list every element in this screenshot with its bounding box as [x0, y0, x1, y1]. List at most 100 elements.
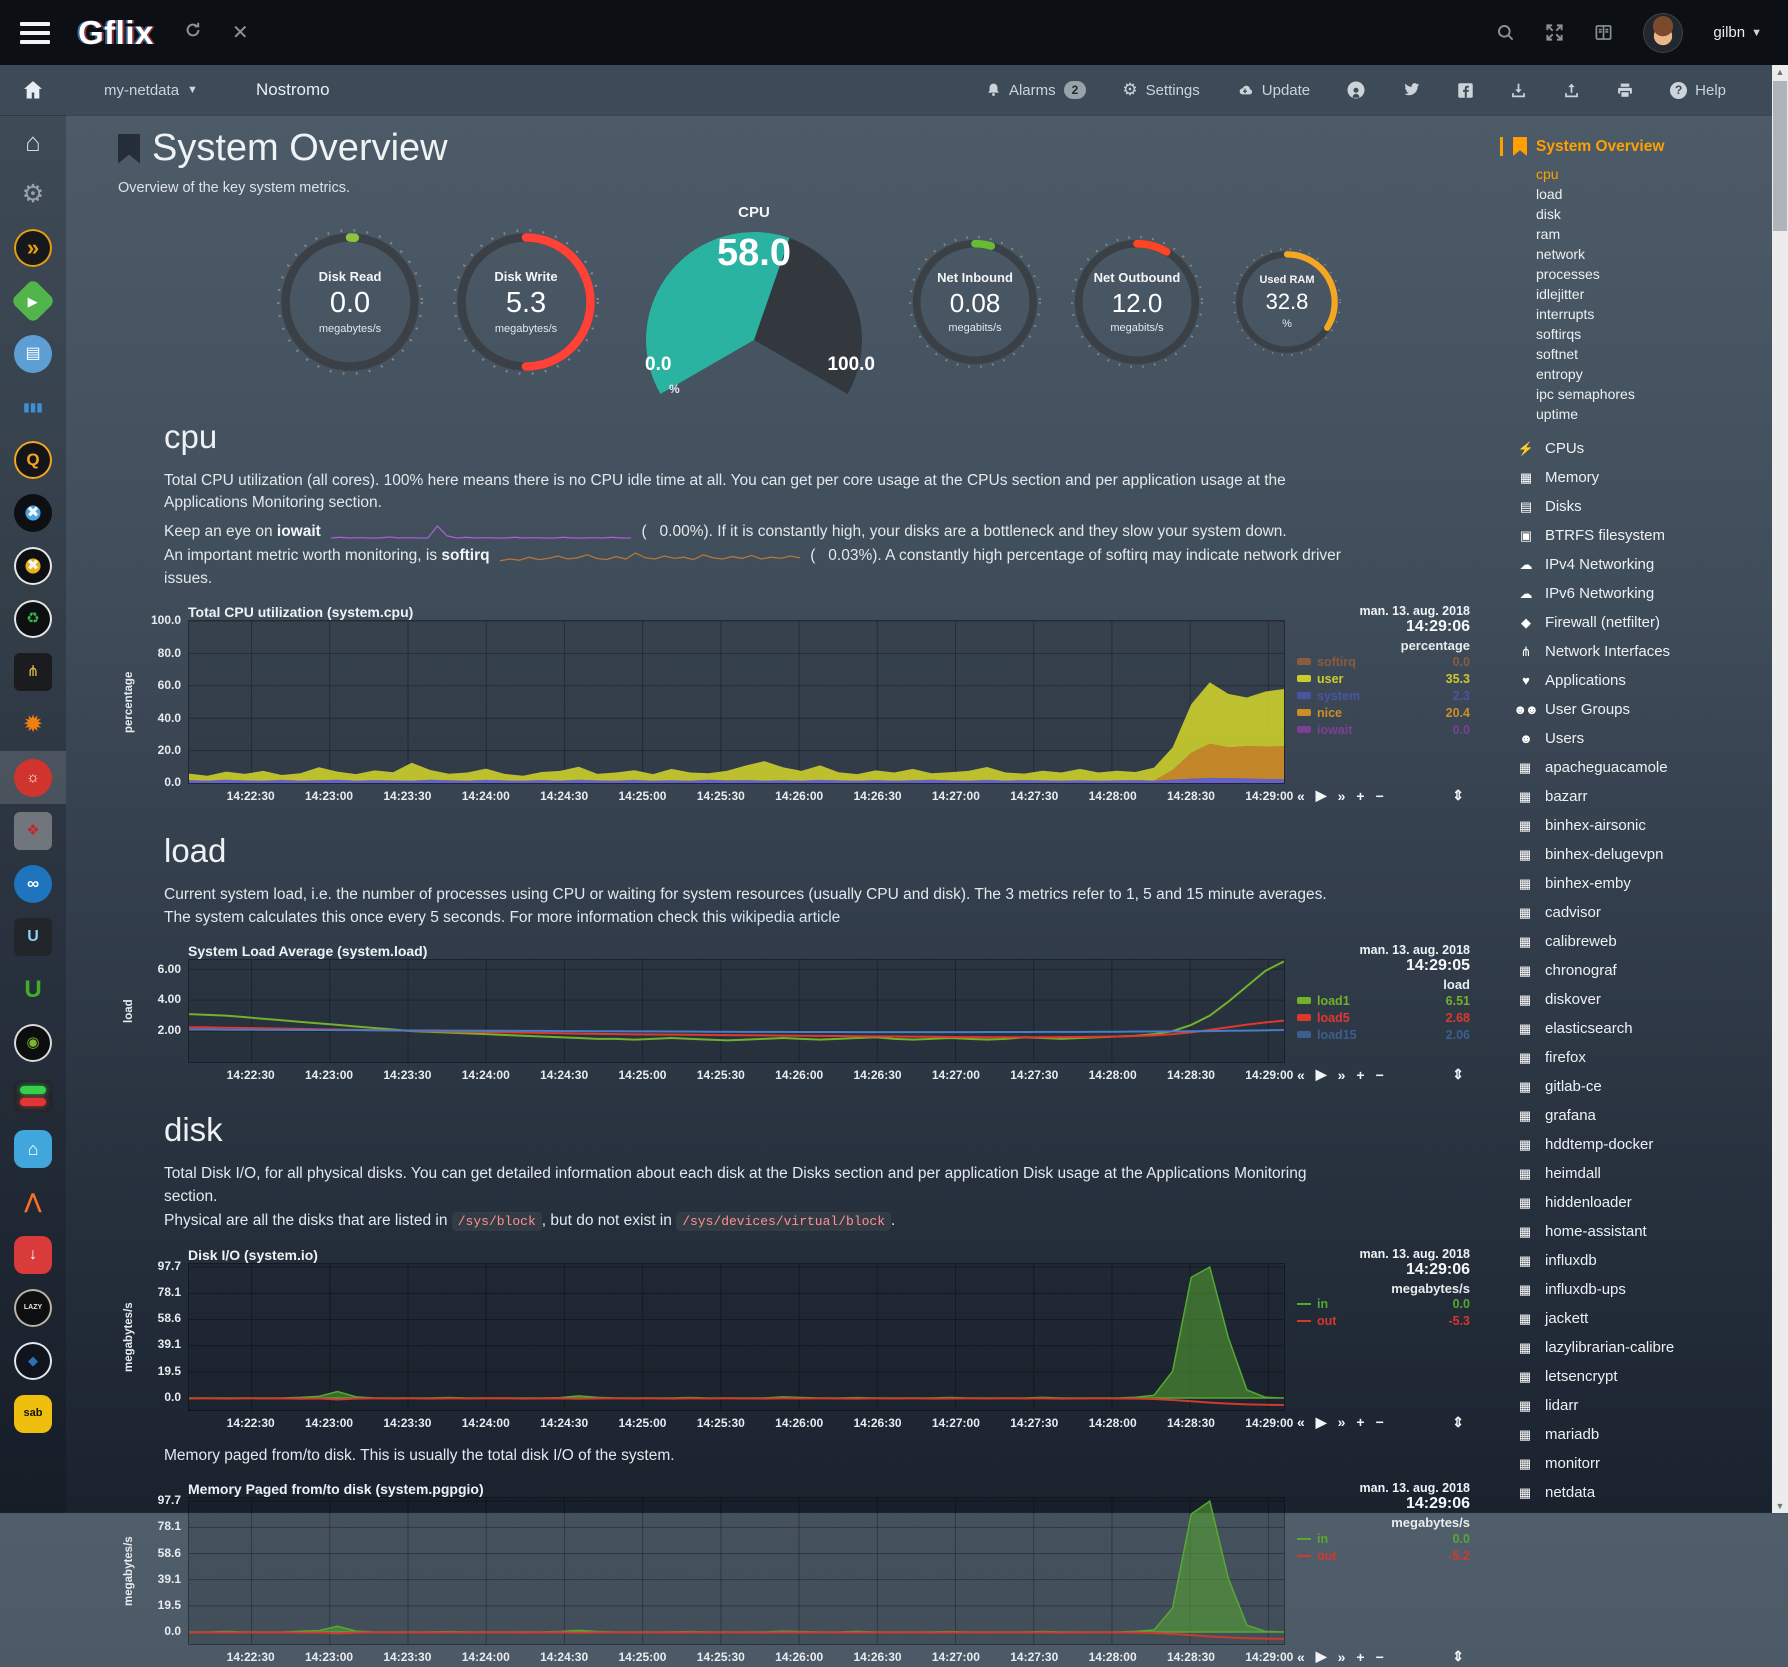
- chart-zoom-in-button[interactable]: +: [1356, 1414, 1364, 1430]
- chart-system-pgpgio[interactable]: Memory Paged from/to disk (system.pgpgio…: [118, 1481, 1470, 1667]
- leftbar-tautulli[interactable]: ◉: [0, 1016, 66, 1069]
- gauge-disk-read[interactable]: Disk Read0.0megabytes/s: [277, 229, 423, 375]
- gauge-used-ram[interactable]: Used RAM32.8%: [1233, 248, 1341, 356]
- scrollbar-thumb[interactable]: [1773, 81, 1787, 231]
- leftbar-lazylibrarian[interactable]: LAZY: [0, 1281, 66, 1334]
- leftbar-gitlab[interactable]: ⋀: [0, 1175, 66, 1228]
- scroll-down-arrow[interactable]: ▼: [1772, 1499, 1788, 1513]
- sidebar-item-ram[interactable]: ram: [1536, 224, 1772, 244]
- chart-play-button[interactable]: ▶: [1316, 1648, 1327, 1665]
- pgpgio-plot-area[interactable]: [188, 1497, 1285, 1645]
- hamburger-menu-icon[interactable]: [20, 22, 50, 44]
- leftbar-sabnzbd[interactable]: sab: [0, 1387, 66, 1440]
- sidebar-app-jackett[interactable]: ▦jackett: [1500, 1304, 1772, 1333]
- chart-rewind-button[interactable]: «: [1297, 1649, 1305, 1665]
- sidebar-app-hddtemp-docker[interactable]: ▦hddtemp-docker: [1500, 1130, 1772, 1159]
- user-menu[interactable]: gilbn▼: [1713, 24, 1762, 41]
- update-button[interactable]: Update: [1236, 82, 1310, 99]
- sidebar-section-disks[interactable]: ▤Disks: [1500, 492, 1772, 521]
- sidebar-app-apacheguacamole[interactable]: ▦apacheguacamole: [1500, 753, 1772, 782]
- chart-resize-handle[interactable]: ⇕: [1452, 1648, 1464, 1665]
- sidebar-item-processes[interactable]: processes: [1536, 264, 1772, 284]
- leftbar-home[interactable]: ⌂: [0, 115, 66, 168]
- sidebar-app-diskover[interactable]: ▦diskover: [1500, 985, 1772, 1014]
- sidebar-item-network[interactable]: network: [1536, 244, 1772, 264]
- legend-load15[interactable]: load152.06: [1297, 1026, 1470, 1043]
- leftbar-app-green-swirl[interactable]: ♻: [0, 592, 66, 645]
- legend-nice[interactable]: nice20.4: [1297, 704, 1470, 721]
- chart-resize-handle[interactable]: ⇕: [1452, 787, 1464, 804]
- chart-zoom-in-button[interactable]: +: [1356, 788, 1364, 804]
- chart-fast-forward-button[interactable]: »: [1338, 1067, 1346, 1083]
- chart-system-io[interactable]: Disk I/O (system.io) megabytes/s 0.019.5…: [118, 1247, 1470, 1433]
- sidebar-section-user-groups[interactable]: ☻☻User Groups: [1500, 695, 1772, 724]
- app-logo[interactable]: Gflix: [78, 14, 154, 52]
- leftbar-emby[interactable]: ▶: [0, 274, 66, 327]
- leftbar-home-assistant[interactable]: ⌂: [0, 1122, 66, 1175]
- sidebar-section-firewall-netfilter-[interactable]: ◆Firewall (netfilter): [1500, 608, 1772, 637]
- sidebar-item-uptime[interactable]: uptime: [1536, 404, 1772, 424]
- sidebar-system-overview[interactable]: System Overview: [1500, 137, 1772, 156]
- leftbar-monitorr[interactable]: [0, 1069, 66, 1122]
- leftbar-plex[interactable]: »: [0, 221, 66, 274]
- scroll-up-arrow[interactable]: ▲: [1772, 65, 1788, 79]
- leftbar-resilio-sync[interactable]: ❖: [0, 804, 66, 857]
- sidebar-item-softirqs[interactable]: softirqs: [1536, 324, 1772, 344]
- leftbar-kodi[interactable]: ✖: [0, 486, 66, 539]
- leftbar-grafana[interactable]: ✹: [0, 698, 66, 751]
- chart-fast-forward-button[interactable]: »: [1338, 788, 1346, 804]
- legend-load1[interactable]: load16.51: [1297, 992, 1470, 1009]
- sidebar-item-ipc-semaphores[interactable]: ipc semaphores: [1536, 384, 1772, 404]
- sidebar-item-disk[interactable]: disk: [1536, 204, 1772, 224]
- fullscreen-icon[interactable]: [1545, 23, 1564, 42]
- changelog-icon[interactable]: [1594, 23, 1613, 42]
- gauge-net-outbound[interactable]: Net Outbound12.0megabits/s: [1071, 236, 1203, 368]
- print-icon[interactable]: [1616, 82, 1634, 99]
- sidebar-app-monitorr[interactable]: ▦monitorr: [1500, 1449, 1772, 1478]
- sidebar-app-firefox[interactable]: ▦firefox: [1500, 1043, 1772, 1072]
- home-icon[interactable]: [22, 79, 44, 101]
- chart-play-button[interactable]: ▶: [1316, 1414, 1327, 1431]
- sidebar-item-idlejitter[interactable]: idlejitter: [1536, 284, 1772, 304]
- sidebar-app-lazylibrarian-calibre[interactable]: ▦lazylibrarian-calibre: [1500, 1333, 1772, 1362]
- sidebar-app-hiddenloader[interactable]: ▦hiddenloader: [1500, 1188, 1772, 1217]
- sidebar-app-lidarr[interactable]: ▦lidarr: [1500, 1391, 1772, 1420]
- sidebar-app-elasticsearch[interactable]: ▦elasticsearch: [1500, 1014, 1772, 1043]
- chart-zoom-out-button[interactable]: −: [1376, 1649, 1384, 1665]
- chart-play-button[interactable]: ▶: [1316, 1066, 1327, 1083]
- legend-system[interactable]: system2.3: [1297, 687, 1470, 704]
- sidebar-section-network-interfaces[interactable]: ⋔Network Interfaces: [1500, 637, 1772, 666]
- sidebar-item-load[interactable]: load: [1536, 184, 1772, 204]
- chart-rewind-button[interactable]: «: [1297, 1414, 1305, 1430]
- sidebar-section-btrfs-filesystem[interactable]: ▣BTRFS filesystem: [1500, 521, 1772, 550]
- gauge-cpu[interactable]: CPU 58.0 0.0 100.0 %: [629, 204, 879, 400]
- leftbar-duplicati[interactable]: ◆: [0, 1334, 66, 1387]
- chart-fast-forward-button[interactable]: »: [1338, 1649, 1346, 1665]
- leftbar-netdata[interactable]: ☼: [0, 751, 66, 804]
- sidebar-app-binhex-airsonic[interactable]: ▦binhex-airsonic: [1500, 811, 1772, 840]
- sidebar-section-ipv6-networking[interactable]: ☁IPv6 Networking: [1500, 579, 1772, 608]
- chart-zoom-out-button[interactable]: −: [1376, 788, 1384, 804]
- sidebar-app-letsencrypt[interactable]: ▦letsencrypt: [1500, 1362, 1772, 1391]
- chart-zoom-in-button[interactable]: +: [1356, 1649, 1364, 1665]
- settings-button[interactable]: ⚙Settings: [1122, 80, 1199, 100]
- sidebar-app-gitlab-ce[interactable]: ▦gitlab-ce: [1500, 1072, 1772, 1101]
- facebook-icon[interactable]: [1457, 82, 1474, 99]
- search-icon[interactable]: [1496, 23, 1515, 42]
- sidebar-app-influxdb-ups[interactable]: ▦influxdb-ups: [1500, 1275, 1772, 1304]
- legend-in[interactable]: in0.0: [1297, 1530, 1470, 1547]
- chart-system-load[interactable]: System Load Average (system.load) load 2…: [118, 943, 1470, 1085]
- sidebar-app-binhex-delugevpn[interactable]: ▦binhex-delugevpn: [1500, 840, 1772, 869]
- cpu-plot-area[interactable]: [188, 620, 1285, 784]
- leftbar-diskover[interactable]: ⋔: [0, 645, 66, 698]
- chart-resize-handle[interactable]: ⇕: [1452, 1066, 1464, 1083]
- legend-in[interactable]: in0.0: [1297, 1296, 1470, 1313]
- wikipedia-link[interactable]: wikipedia article: [731, 909, 840, 926]
- sidebar-section-users[interactable]: ☻Users: [1500, 724, 1772, 753]
- chart-zoom-out-button[interactable]: −: [1376, 1067, 1384, 1083]
- sidebar-app-calibreweb[interactable]: ▦calibreweb: [1500, 927, 1772, 956]
- chart-rewind-button[interactable]: «: [1297, 1067, 1305, 1083]
- sidebar-section-applications[interactable]: ♥Applications: [1500, 666, 1772, 695]
- legend-out[interactable]: out-5.2: [1297, 1547, 1470, 1564]
- leftbar-app-green-u[interactable]: U: [0, 963, 66, 1016]
